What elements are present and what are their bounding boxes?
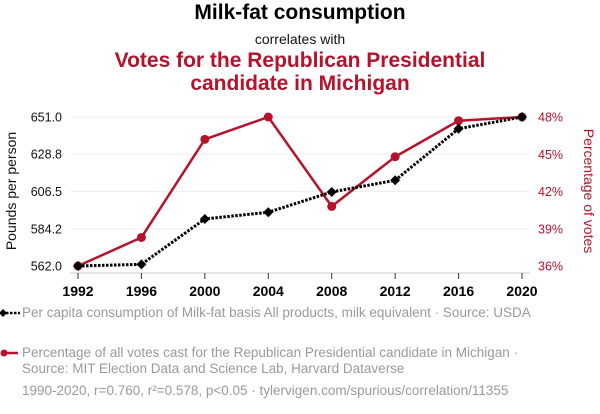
x-tick-label: 1992	[62, 283, 93, 299]
milkfat-point	[390, 175, 401, 186]
legend-swatch-votes	[0, 349, 18, 357]
votes-point	[327, 201, 337, 211]
series-milkfat	[73, 112, 527, 271]
milkfat-point	[326, 187, 337, 198]
chart-secondary-title: Votes for the Republican Presidential ca…	[114, 49, 486, 95]
milkfat-point	[263, 207, 274, 218]
chart-connector-text: correlates with	[254, 31, 346, 47]
votes-point	[454, 116, 464, 126]
left-tick-label: 628.8	[31, 148, 62, 162]
left-tick-label: 584.2	[31, 222, 62, 236]
right-tick-label: 48%	[538, 111, 563, 125]
right-axis-label: Percentage of votes	[581, 129, 597, 254]
legend-text-milkfat: Per capita consumption of Milk-fat basis…	[22, 305, 531, 320]
milkfat-point	[136, 259, 147, 270]
left-tick-label: 562.0	[31, 260, 62, 274]
chart-title: Milk-fat consumption	[194, 1, 406, 24]
footer-stats: 1990-2020, r=0.760, r²=0.578, p<0.05 · t…	[22, 383, 509, 398]
left-y-axis: 562.0 584.2 606.5 628.8 651.0	[31, 111, 62, 274]
left-tick-label: 606.5	[31, 185, 62, 199]
right-tick-label: 39%	[538, 222, 563, 236]
series-group	[73, 112, 527, 271]
x-tick-label: 2016	[443, 283, 474, 299]
line-chart: 1992 1996 2000 2004 2008 2012 2016 2020 562.0 58…	[3, 111, 597, 300]
x-tick-label: 2008	[316, 283, 347, 299]
right-tick-label: 45%	[538, 148, 563, 162]
left-tick-label: 651.0	[31, 111, 62, 125]
milkfat-point	[73, 261, 83, 271]
milkfat-line	[77, 115, 523, 268]
x-tick-label: 2020	[506, 283, 537, 299]
milkfat-point	[199, 213, 210, 224]
right-tick-label: 36%	[538, 260, 563, 274]
x-tick-label: 1996	[126, 283, 157, 299]
gridlines	[70, 116, 530, 230]
votes-line	[77, 115, 523, 268]
votes-point	[390, 152, 400, 162]
x-tick-label: 2012	[380, 283, 411, 299]
milkfat-point	[517, 112, 527, 122]
milkfat-point	[453, 123, 464, 134]
legend-text-votes: Percentage of all votes cast for the Rep…	[22, 345, 519, 376]
left-axis-label: Pounds per person	[3, 132, 19, 250]
x-tick-label: 2004	[253, 283, 284, 299]
votes-point	[263, 112, 273, 122]
x-tick-label: 2000	[189, 283, 220, 299]
x-axis: 1992 1996 2000 2004 2008 2012 2016 2020	[62, 272, 538, 299]
legend-swatch-milkfat	[0, 309, 20, 317]
votes-point	[200, 134, 210, 144]
right-tick-label: 42%	[538, 185, 563, 199]
right-y-axis: 36% 39% 42% 45% 48%	[538, 111, 563, 274]
votes-point	[136, 232, 146, 242]
